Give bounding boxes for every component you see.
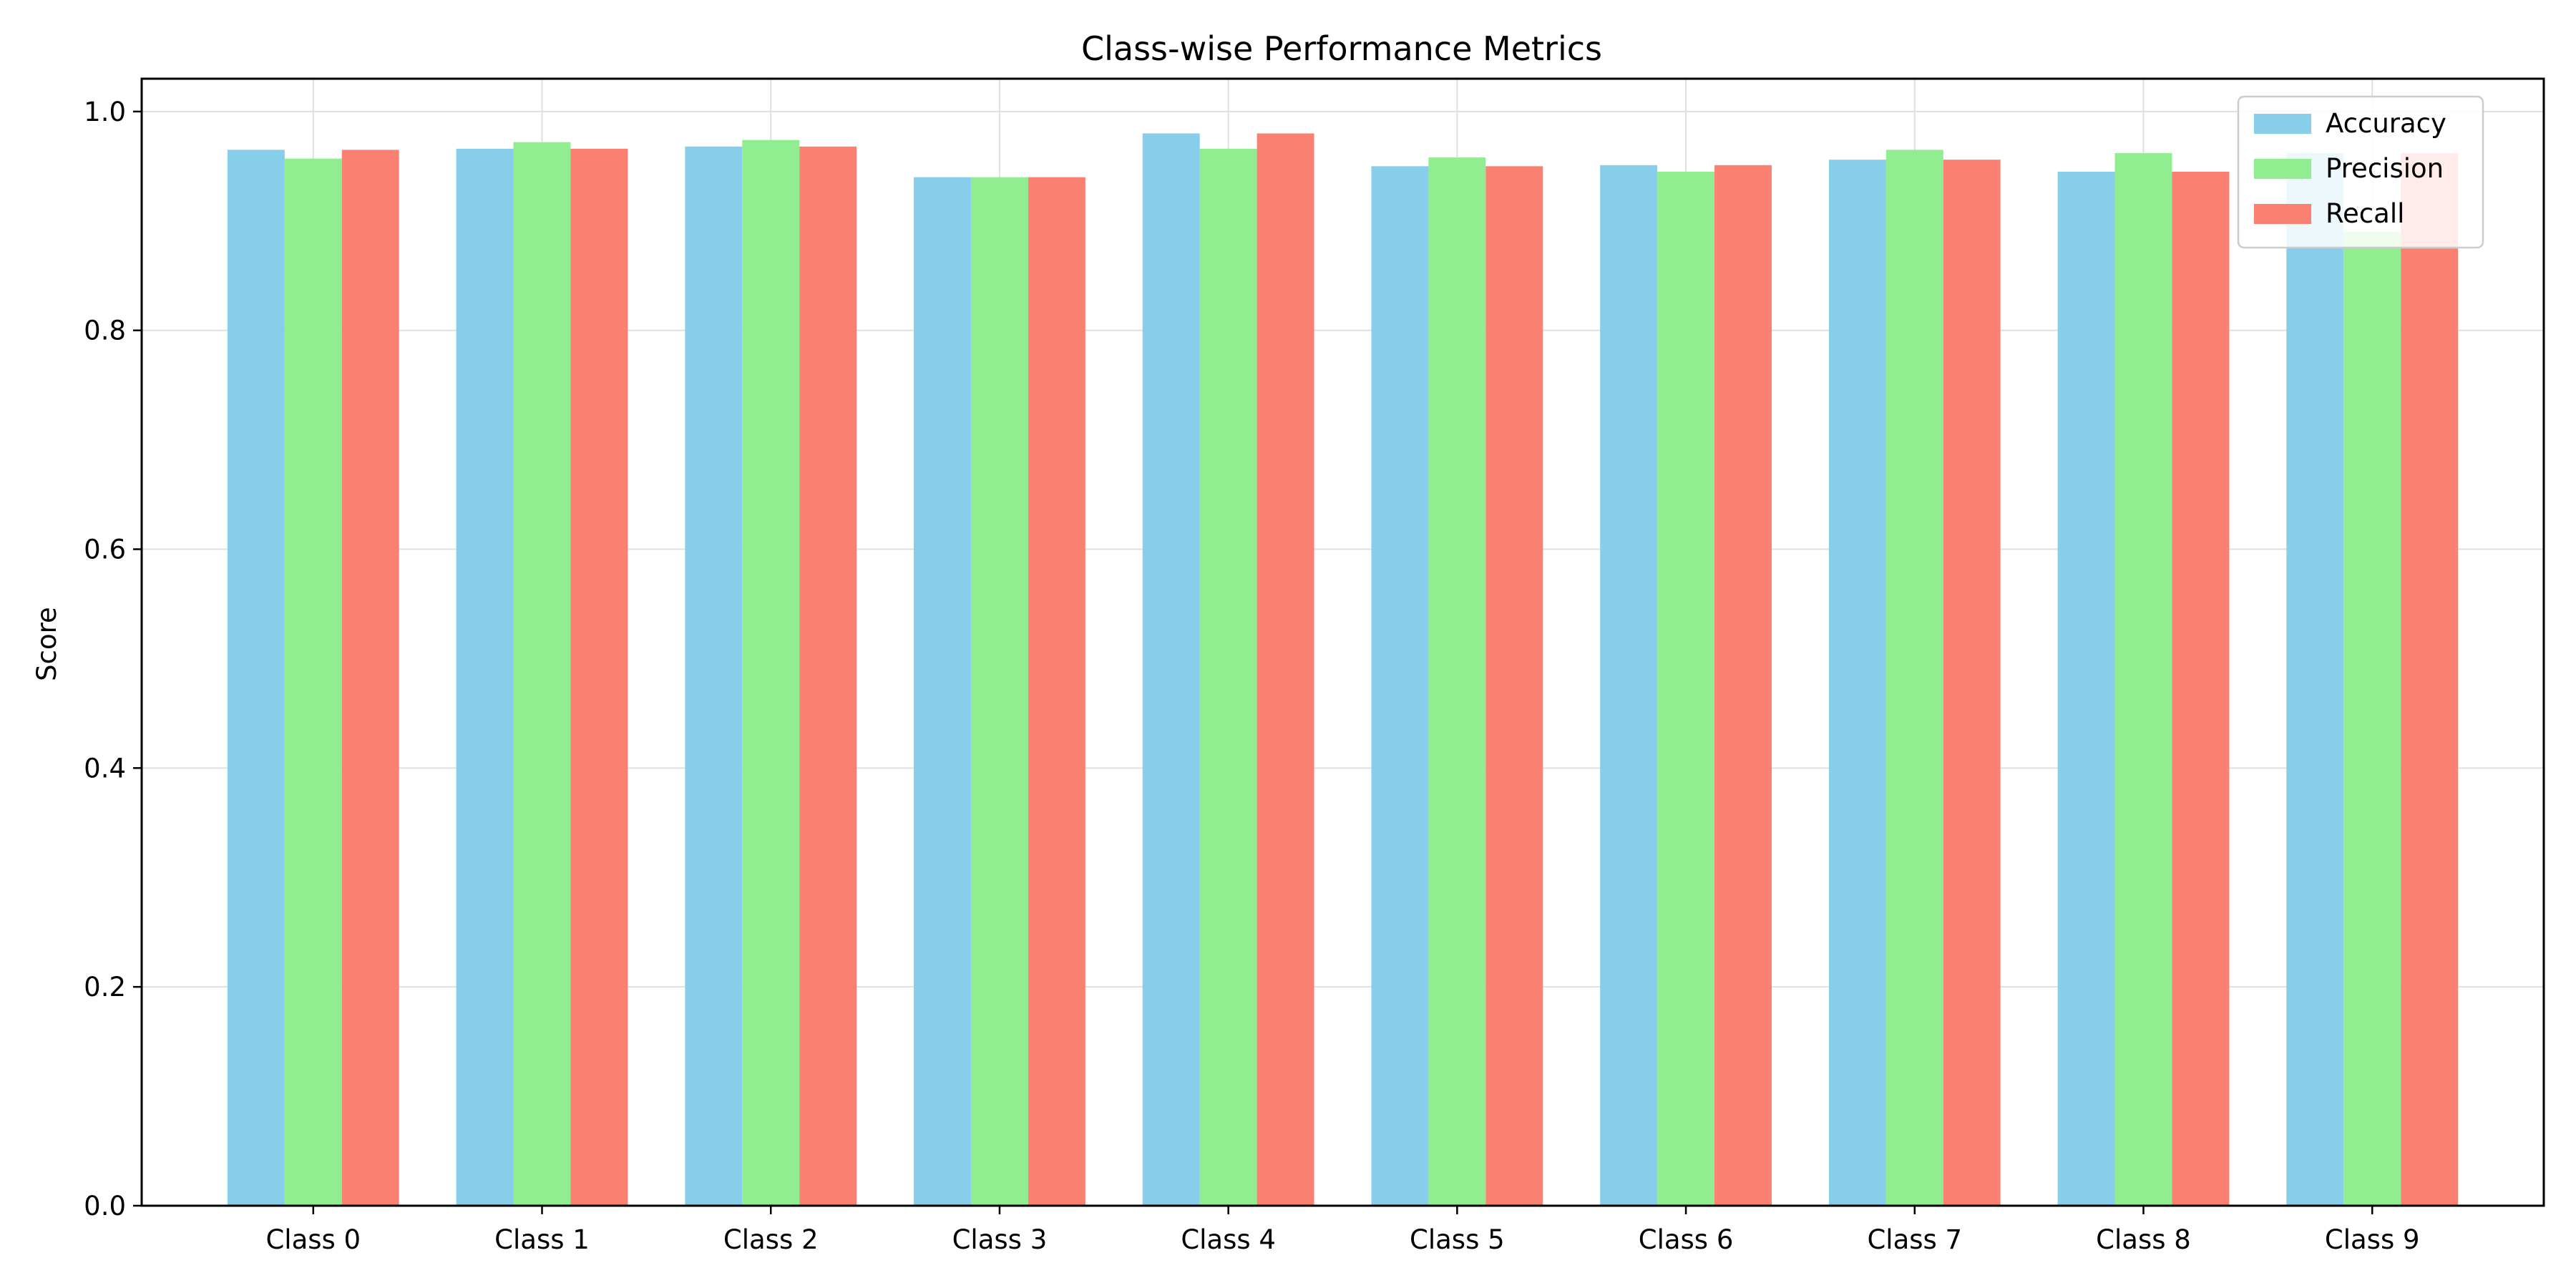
- x-tick-label: Class 3: [952, 1224, 1048, 1255]
- bar-precision-class-0: [284, 158, 342, 1206]
- bar-precision-class-1: [513, 142, 571, 1206]
- x-tick-label: Class 9: [2325, 1224, 2420, 1255]
- bar-recall-class-7: [1943, 160, 2001, 1206]
- y-tick-label: 0.2: [84, 972, 126, 1002]
- bars: [227, 133, 2459, 1206]
- bar-precision-class-4: [1199, 148, 1257, 1206]
- bar-accuracy-class-2: [685, 146, 743, 1206]
- x-tick-label: Class 6: [1639, 1224, 1734, 1255]
- y-tick-label: 0.0: [84, 1191, 126, 1221]
- bar-accuracy-class-0: [227, 150, 285, 1206]
- bar-recall-class-4: [1257, 133, 1314, 1206]
- x-tick-label: Class 0: [265, 1224, 361, 1255]
- legend-swatch-accuracy: [2254, 114, 2311, 134]
- bar-accuracy-class-7: [1828, 160, 1886, 1206]
- y-tick-label: 0.4: [84, 753, 126, 784]
- x-tick-label: Class 2: [723, 1224, 819, 1255]
- bar-recall-class-6: [1714, 165, 1772, 1206]
- legend: Accuracy Precision Recall: [2237, 95, 2484, 249]
- x-tick-label: Class 4: [1181, 1224, 1276, 1255]
- bar-recall-class-3: [1028, 177, 1085, 1206]
- x-tick-label: Class 8: [2096, 1224, 2191, 1255]
- bar-accuracy-class-5: [1371, 166, 1429, 1206]
- y-tick-label: 0.6: [84, 535, 126, 565]
- bar-precision-class-7: [1885, 150, 1943, 1206]
- bar-precision-class-2: [742, 140, 800, 1206]
- bar-recall-class-8: [2172, 171, 2230, 1206]
- plot-frame: [140, 77, 2545, 1207]
- bar-recall-class-9: [2401, 152, 2459, 1206]
- legend-label-precision: Precision: [2326, 153, 2444, 184]
- bar-accuracy-class-9: [2286, 152, 2344, 1206]
- bar-accuracy-class-1: [456, 148, 514, 1206]
- bar-precision-class-5: [1428, 157, 1486, 1206]
- bar-accuracy-class-4: [1142, 133, 1200, 1206]
- bar-precision-class-3: [970, 177, 1028, 1206]
- bar-accuracy-class-3: [914, 177, 971, 1206]
- bar-accuracy-class-6: [1600, 165, 1658, 1206]
- x-tick-label: Class 7: [1867, 1224, 1962, 1255]
- legend-label-accuracy: Accuracy: [2326, 108, 2446, 139]
- legend-label-recall: Recall: [2326, 198, 2404, 229]
- y-tick-label: 0.8: [84, 316, 126, 346]
- x-tick-label: Class 1: [494, 1224, 590, 1255]
- axis-ticks: 0.0 0.2 0.4 0.6 0.8 1.0 Class 0 Class 1 Class 2 C…: [84, 97, 2419, 1255]
- y-tick-label: 1.0: [84, 97, 126, 127]
- bar-precision-class-6: [1657, 171, 1715, 1206]
- bar-precision-class-9: [2343, 232, 2401, 1206]
- y-axis-label: Score: [31, 607, 62, 681]
- bar-recall-class-5: [1485, 166, 1543, 1206]
- bar-recall-class-2: [799, 146, 857, 1206]
- chart-title: Class-wise Performance Metrics: [1081, 29, 1602, 68]
- bar-recall-class-0: [341, 150, 399, 1206]
- x-tick-label: Class 5: [1410, 1224, 1505, 1255]
- bar-precision-class-8: [2114, 152, 2172, 1206]
- legend-swatch-recall: [2254, 204, 2311, 224]
- bar-accuracy-class-8: [2057, 171, 2115, 1206]
- legend-swatch-precision: [2254, 159, 2311, 179]
- bar-recall-class-1: [570, 148, 628, 1206]
